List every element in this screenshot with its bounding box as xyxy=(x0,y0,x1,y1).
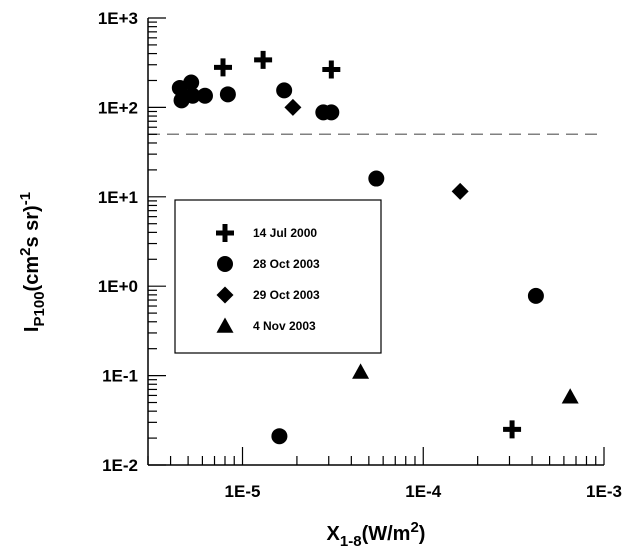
legend-marker-plus xyxy=(216,224,234,242)
axis-ticks xyxy=(147,17,605,466)
data-point-diamond xyxy=(284,98,302,116)
data-point-diamond xyxy=(451,182,469,200)
data-point-triangle xyxy=(352,363,370,379)
data-point-plus xyxy=(322,60,341,79)
data-point-circle xyxy=(219,86,236,103)
data-point-plus xyxy=(503,420,522,439)
axes xyxy=(147,18,604,466)
legend-marker-circle xyxy=(217,256,233,272)
legend-label: 28 Oct 2003 xyxy=(253,257,320,271)
data-point-circle xyxy=(323,104,340,121)
y-tick-label: 1E-2 xyxy=(102,456,138,475)
legend-label: 14 Jul 2000 xyxy=(253,226,317,240)
data-point-circle xyxy=(276,82,293,99)
axis-titles: X1-8(W/m2) IP100(cm2s sr)-1 xyxy=(17,192,425,550)
x-tick-label: 1E-3 xyxy=(586,482,622,501)
y-tick-label: 1E-1 xyxy=(102,367,138,386)
y-tick-label: 1E+2 xyxy=(98,98,138,117)
data-point-circle xyxy=(527,287,544,304)
data-point-plus xyxy=(214,58,233,77)
data-point-circle xyxy=(196,87,213,104)
legend-marker-diamond xyxy=(216,286,234,304)
x-axis-title: X1-8(W/m2) xyxy=(327,519,426,550)
data-point-plus xyxy=(254,50,273,69)
data-point-circle xyxy=(271,428,288,445)
x-tick-label: 1E-4 xyxy=(405,482,441,501)
legend: 14 Jul 2000 28 Oct 2003 29 Oct 2003 4 Nov 2… xyxy=(174,199,382,354)
legend-label: 4 Nov 2003 xyxy=(253,319,316,333)
data-point-circle xyxy=(183,74,200,91)
data-points xyxy=(171,50,579,445)
y-tick-label: 1E+1 xyxy=(98,188,138,207)
legend-marker-triangle xyxy=(216,317,234,333)
data-point-circle xyxy=(184,87,201,104)
x-tick-label: 1E-5 xyxy=(225,482,261,501)
legend-label: 29 Oct 2003 xyxy=(253,288,320,302)
tick-labels: 1E+3 1E+2 1E+1 1E+0 1E-1 1E-2 1E-5 1E-4 1E-3 xyxy=(98,9,622,501)
legend-box xyxy=(174,199,382,354)
data-point-triangle xyxy=(561,388,579,404)
y-tick-label: 1E+3 xyxy=(98,9,138,28)
data-point-circle xyxy=(368,170,385,187)
y-axis-title: IP100(cm2s sr)-1 xyxy=(17,192,48,332)
y-tick-label: 1E+0 xyxy=(98,277,138,296)
